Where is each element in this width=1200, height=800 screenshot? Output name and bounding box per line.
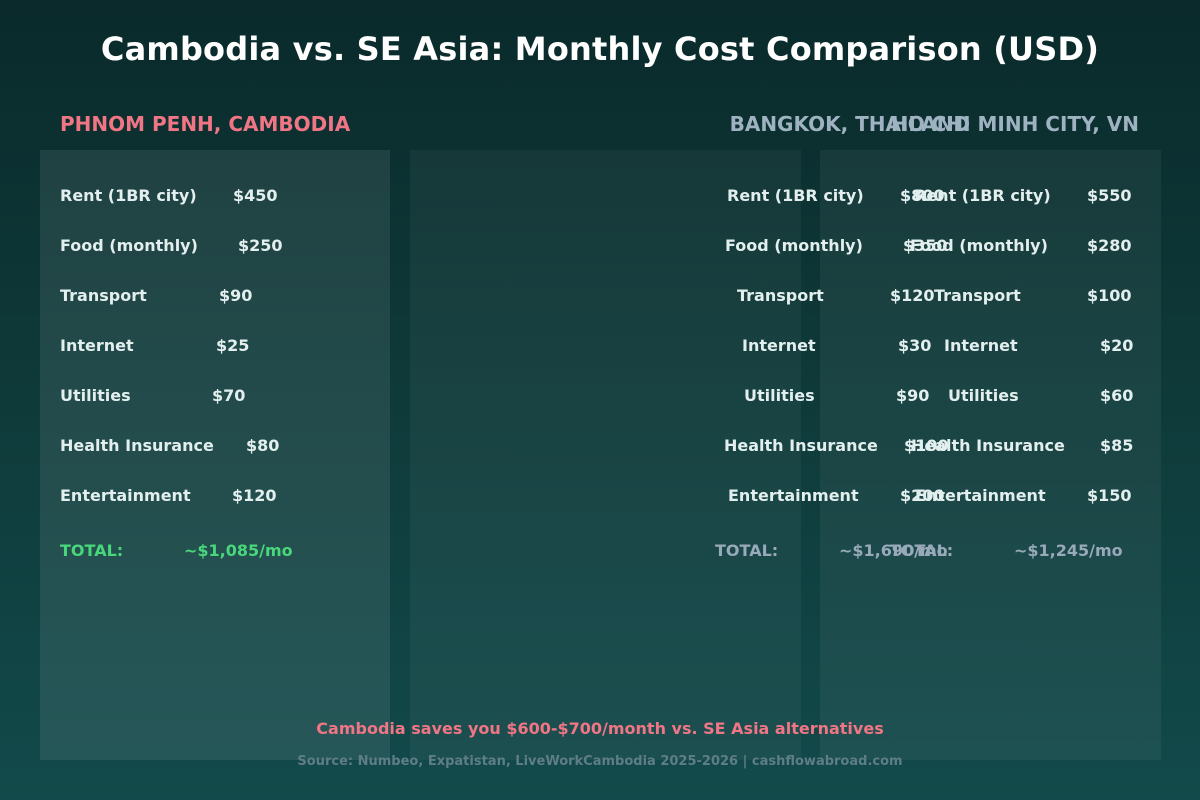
ho-chi-minh-row-label: Utilities <box>948 386 1019 405</box>
source-note: Source: Numbeo, Expatistan, LiveWorkCamb… <box>297 754 903 769</box>
phnom-penh-row-label: Health Insurance <box>60 436 214 455</box>
ho-chi-minh-row-value: $60 <box>1100 386 1134 405</box>
ho-chi-minh-total-label: TOTAL: <box>890 541 954 560</box>
bangkok-row-value: $800 <box>900 186 945 205</box>
savings-note: Cambodia saves you $600-$700/month vs. S… <box>316 719 884 738</box>
phnom-penh-panel <box>40 150 390 760</box>
phnom-penh-row-value: $25 <box>216 336 250 355</box>
phnom-penh-row-value: $120 <box>232 486 277 505</box>
bangkok-row-label: Transport <box>737 286 824 305</box>
ho-chi-minh-row-value: $100 <box>1087 286 1132 305</box>
bangkok-row-label: Food (monthly) <box>725 236 863 255</box>
bangkok-heading: BANGKOK, THAILAND <box>729 112 970 136</box>
phnom-penh-total-value: ~$1,085/mo <box>184 541 293 560</box>
phnom-penh-row-label: Food (monthly) <box>60 236 198 255</box>
phnom-penh-row-label: Rent (1BR city) <box>60 186 197 205</box>
bangkok-row-value: $200 <box>900 486 945 505</box>
phnom-penh-row-value: $70 <box>212 386 246 405</box>
bangkok-row-value: $120 <box>890 286 935 305</box>
ho-chi-minh-row-value: $20 <box>1100 336 1134 355</box>
ho-chi-minh-row-value: $280 <box>1087 236 1132 255</box>
ho-chi-minh-row-label: Transport <box>934 286 1021 305</box>
phnom-penh-total-label: TOTAL: <box>60 541 124 560</box>
ho-chi-minh-row-label: Rent (1BR city) <box>914 186 1051 205</box>
bangkok-row-label: Utilities <box>744 386 815 405</box>
bangkok-row-value: $30 <box>898 336 932 355</box>
ho-chi-minh-row-value: $85 <box>1100 436 1134 455</box>
phnom-penh-row-label: Transport <box>60 286 147 305</box>
bangkok-row-label: Internet <box>742 336 816 355</box>
bangkok-row-value: $350 <box>903 236 948 255</box>
phnom-penh-row-value: $90 <box>219 286 253 305</box>
phnom-penh-row-label: Entertainment <box>60 486 191 505</box>
ho-chi-minh-heading: HO CHI MINH CITY, VN <box>890 112 1139 136</box>
bangkok-total-label: TOTAL: <box>715 541 779 560</box>
phnom-penh-row-value: $80 <box>246 436 280 455</box>
bangkok-row-label: Health Insurance <box>724 436 878 455</box>
ho-chi-minh-row-label: Food (monthly) <box>910 236 1048 255</box>
phnom-penh-row-label: Internet <box>60 336 134 355</box>
bangkok-panel <box>410 150 801 760</box>
bangkok-row-label: Entertainment <box>728 486 859 505</box>
ho-chi-minh-row-value: $150 <box>1087 486 1132 505</box>
ho-chi-minh-total-value: ~$1,245/mo <box>1014 541 1123 560</box>
phnom-penh-row-value: $450 <box>233 186 278 205</box>
bangkok-total-value: ~$1,690/mo <box>839 541 948 560</box>
chart-title: Cambodia vs. SE Asia: Monthly Cost Compa… <box>100 30 1100 68</box>
bangkok-row-label: Rent (1BR city) <box>727 186 864 205</box>
ho-chi-minh-row-label: Internet <box>944 336 1018 355</box>
bangkok-row-value: $90 <box>896 386 930 405</box>
bangkok-row-value: $100 <box>904 436 949 455</box>
phnom-penh-heading: PHNOM PENH, CAMBODIA <box>60 112 351 136</box>
ho-chi-minh-row-label: Entertainment <box>915 486 1046 505</box>
ho-chi-minh-row-value: $550 <box>1087 186 1132 205</box>
ho-chi-minh-panel <box>820 150 1161 760</box>
phnom-penh-row-label: Utilities <box>60 386 131 405</box>
ho-chi-minh-row-label: Health Insurance <box>911 436 1065 455</box>
phnom-penh-row-value: $250 <box>238 236 283 255</box>
